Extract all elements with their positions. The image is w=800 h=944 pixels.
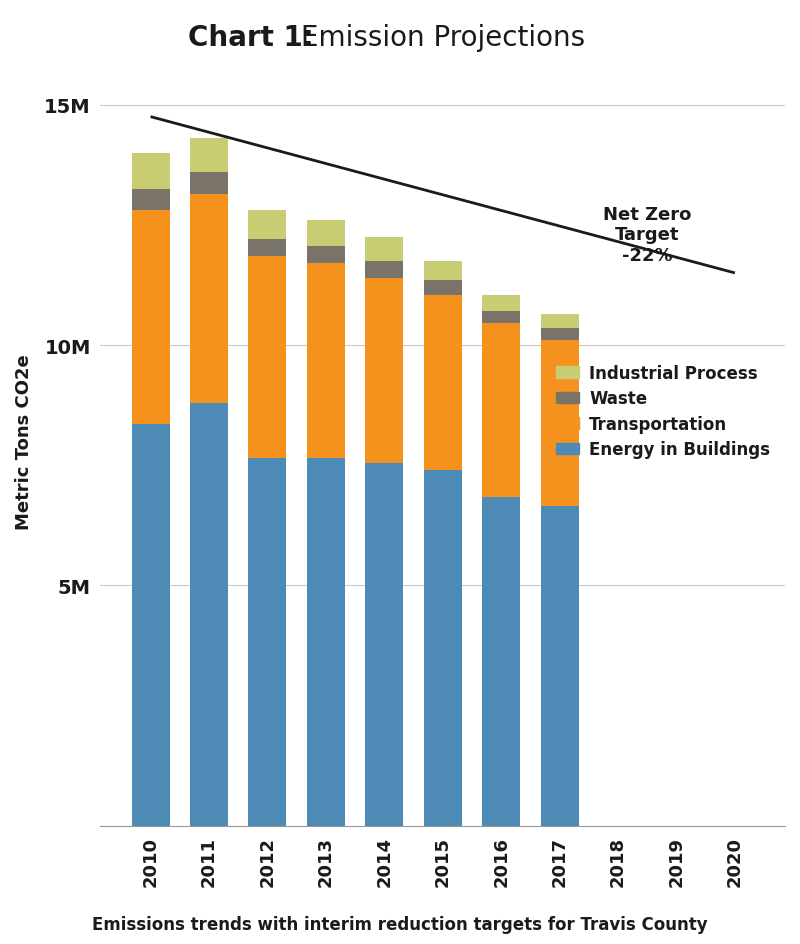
Text: Emissions trends with interim reduction targets for Travis County: Emissions trends with interim reduction … bbox=[92, 915, 708, 933]
Bar bbox=[249, 459, 286, 826]
Bar bbox=[482, 312, 520, 324]
Bar bbox=[424, 470, 462, 826]
Bar bbox=[366, 238, 403, 261]
Bar bbox=[131, 425, 170, 826]
Bar bbox=[424, 295, 462, 470]
Bar bbox=[307, 247, 345, 264]
Bar bbox=[541, 507, 578, 826]
Bar bbox=[482, 497, 520, 826]
Text: Emission Projections: Emission Projections bbox=[292, 24, 585, 52]
Bar bbox=[249, 240, 286, 257]
Bar bbox=[541, 329, 578, 341]
Bar bbox=[249, 257, 286, 459]
Bar bbox=[366, 278, 403, 464]
Text: Net Zero
Target
-22%: Net Zero Target -22% bbox=[603, 206, 691, 265]
Bar bbox=[307, 264, 345, 459]
Bar bbox=[249, 211, 286, 240]
Y-axis label: Metric Tons CO2e: Metric Tons CO2e bbox=[15, 354, 33, 530]
Bar bbox=[541, 341, 578, 507]
Bar bbox=[131, 154, 170, 190]
Legend: Industrial Process, Waste, Transportation, Energy in Buildings: Industrial Process, Waste, Transportatio… bbox=[549, 358, 777, 465]
Bar bbox=[307, 221, 345, 247]
Bar bbox=[190, 173, 228, 194]
Bar bbox=[131, 211, 170, 425]
Bar bbox=[541, 314, 578, 329]
Bar bbox=[190, 194, 228, 403]
Bar bbox=[366, 464, 403, 826]
Bar bbox=[190, 403, 228, 826]
Text: Chart 1:: Chart 1: bbox=[188, 24, 314, 52]
Bar bbox=[307, 459, 345, 826]
Bar bbox=[424, 261, 462, 280]
Bar bbox=[482, 295, 520, 312]
Bar bbox=[482, 324, 520, 497]
Bar bbox=[366, 261, 403, 278]
Bar bbox=[424, 280, 462, 295]
Bar bbox=[190, 139, 228, 173]
Bar bbox=[131, 190, 170, 211]
